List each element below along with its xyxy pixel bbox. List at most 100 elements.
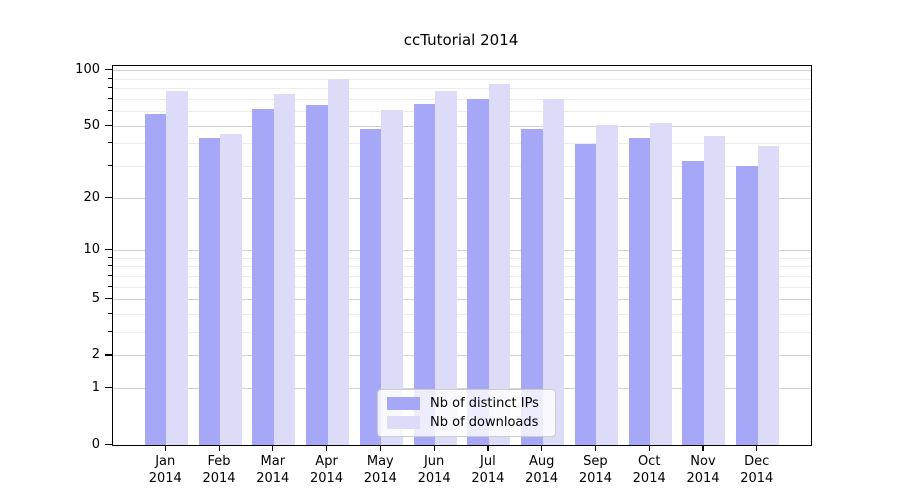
bar-downloads <box>166 90 188 445</box>
y-tick-mark <box>105 69 112 71</box>
y-minor-tick-mark <box>108 265 112 267</box>
bar-downloads <box>435 90 457 445</box>
x-tick-mark <box>433 445 435 451</box>
bar-downloads <box>542 99 565 445</box>
x-tick-mark <box>756 445 758 451</box>
legend-label-downloads: Nb of downloads <box>430 415 539 430</box>
minor-gridline <box>113 332 811 334</box>
bar-downloads <box>703 136 726 445</box>
bar-distinct-ips <box>359 129 382 445</box>
bar-downloads <box>488 83 511 445</box>
bar-downloads <box>650 122 672 445</box>
legend-swatch-downloads <box>387 416 420 429</box>
y-tick-label: 2 <box>91 347 100 363</box>
y-tick-label: 50 <box>83 117 100 133</box>
minor-gridline <box>113 266 811 268</box>
major-gridline <box>113 70 811 72</box>
y-minor-tick-mark <box>108 110 112 112</box>
bar-downloads <box>273 93 296 445</box>
y-minor-tick-mark <box>108 87 112 89</box>
bar-distinct-ips <box>521 129 543 445</box>
bar-downloads <box>381 110 403 445</box>
x-tick-mark <box>164 445 166 451</box>
legend-label-distinct-ips: Nb of distinct IPs <box>430 396 539 411</box>
y-minor-tick-mark <box>108 142 112 144</box>
x-tick-mark <box>648 445 650 451</box>
bar-distinct-ips <box>198 138 220 445</box>
minor-gridline <box>113 143 811 145</box>
x-tick-mark <box>272 445 274 451</box>
y-minor-tick-mark <box>108 77 112 79</box>
y-tick-mark <box>105 387 112 389</box>
chart-title: ccTutorial 2014 <box>403 31 519 49</box>
bar-downloads <box>327 79 350 445</box>
y-minor-tick-mark <box>108 256 112 258</box>
y-tick-mark <box>105 354 112 356</box>
bar-distinct-ips <box>413 103 436 445</box>
y-tick-label: 20 <box>83 189 100 205</box>
y-tick-label: 1 <box>91 380 100 396</box>
major-gridline <box>113 197 811 199</box>
y-minor-tick-mark <box>108 331 112 333</box>
y-tick-label: 100 <box>75 62 100 78</box>
x-tick-label: Jun 2014 <box>417 454 451 486</box>
x-tick-label: Sep 2014 <box>578 454 612 486</box>
bar-distinct-ips <box>682 161 704 445</box>
bar-distinct-ips <box>574 143 597 445</box>
x-tick-label: Jul 2014 <box>471 454 505 486</box>
legend-item-downloads: Nb of downloads <box>387 414 546 432</box>
minor-gridline <box>113 275 811 277</box>
legend-swatch-distinct-ips <box>387 397 420 410</box>
major-gridline <box>113 388 811 390</box>
x-tick-mark <box>326 445 328 451</box>
major-gridline <box>113 299 811 301</box>
minor-gridline <box>113 111 811 113</box>
bar-downloads <box>757 145 780 445</box>
x-tick-mark <box>594 445 597 451</box>
minor-gridline <box>113 78 811 80</box>
x-tick-mark <box>218 445 220 451</box>
minor-gridline <box>113 88 811 90</box>
x-tick-label: Jan 2014 <box>148 454 182 486</box>
x-tick-label: Dec 2014 <box>740 454 774 486</box>
y-tick-mark <box>105 196 112 198</box>
y-minor-tick-mark <box>108 274 112 276</box>
x-tick-mark <box>541 445 543 451</box>
bar-downloads <box>220 134 242 445</box>
y-minor-tick-mark <box>108 312 112 314</box>
x-tick-label: Apr 2014 <box>310 454 344 486</box>
minor-gridline <box>113 313 811 315</box>
y-tick-mark <box>105 298 112 300</box>
minor-gridline <box>113 257 811 259</box>
x-tick-label: Oct 2014 <box>632 454 666 486</box>
bar-distinct-ips <box>628 138 651 445</box>
major-gridline <box>113 125 811 127</box>
minor-gridline <box>113 286 811 288</box>
x-tick-mark <box>487 445 489 451</box>
y-minor-tick-mark <box>108 164 112 166</box>
x-tick-label: Feb 2014 <box>202 454 236 486</box>
x-tick-mark <box>379 445 382 451</box>
y-tick-mark <box>105 124 112 126</box>
x-tick-label: Nov 2014 <box>686 454 720 486</box>
bar-distinct-ips <box>736 166 758 445</box>
bar-distinct-ips <box>467 99 489 445</box>
y-tick-mark <box>105 443 112 445</box>
major-gridline <box>113 355 811 357</box>
bar-distinct-ips <box>252 108 274 445</box>
minor-gridline <box>113 98 811 100</box>
y-tick-mark <box>105 249 112 251</box>
x-tick-label: Mar 2014 <box>256 454 290 486</box>
x-tick-mark <box>702 445 704 451</box>
bar-downloads <box>596 124 618 445</box>
x-tick-label: Aug 2014 <box>525 454 559 486</box>
bar-distinct-ips <box>144 114 167 445</box>
major-gridline <box>113 250 811 251</box>
bar-distinct-ips <box>306 105 328 445</box>
y-tick-label: 0 <box>91 436 100 452</box>
y-tick-label: 10 <box>83 242 100 257</box>
legend-item-distinct-ips: Nb of distinct IPs <box>387 395 546 413</box>
plot-area <box>112 65 812 446</box>
minor-gridline <box>113 165 811 167</box>
